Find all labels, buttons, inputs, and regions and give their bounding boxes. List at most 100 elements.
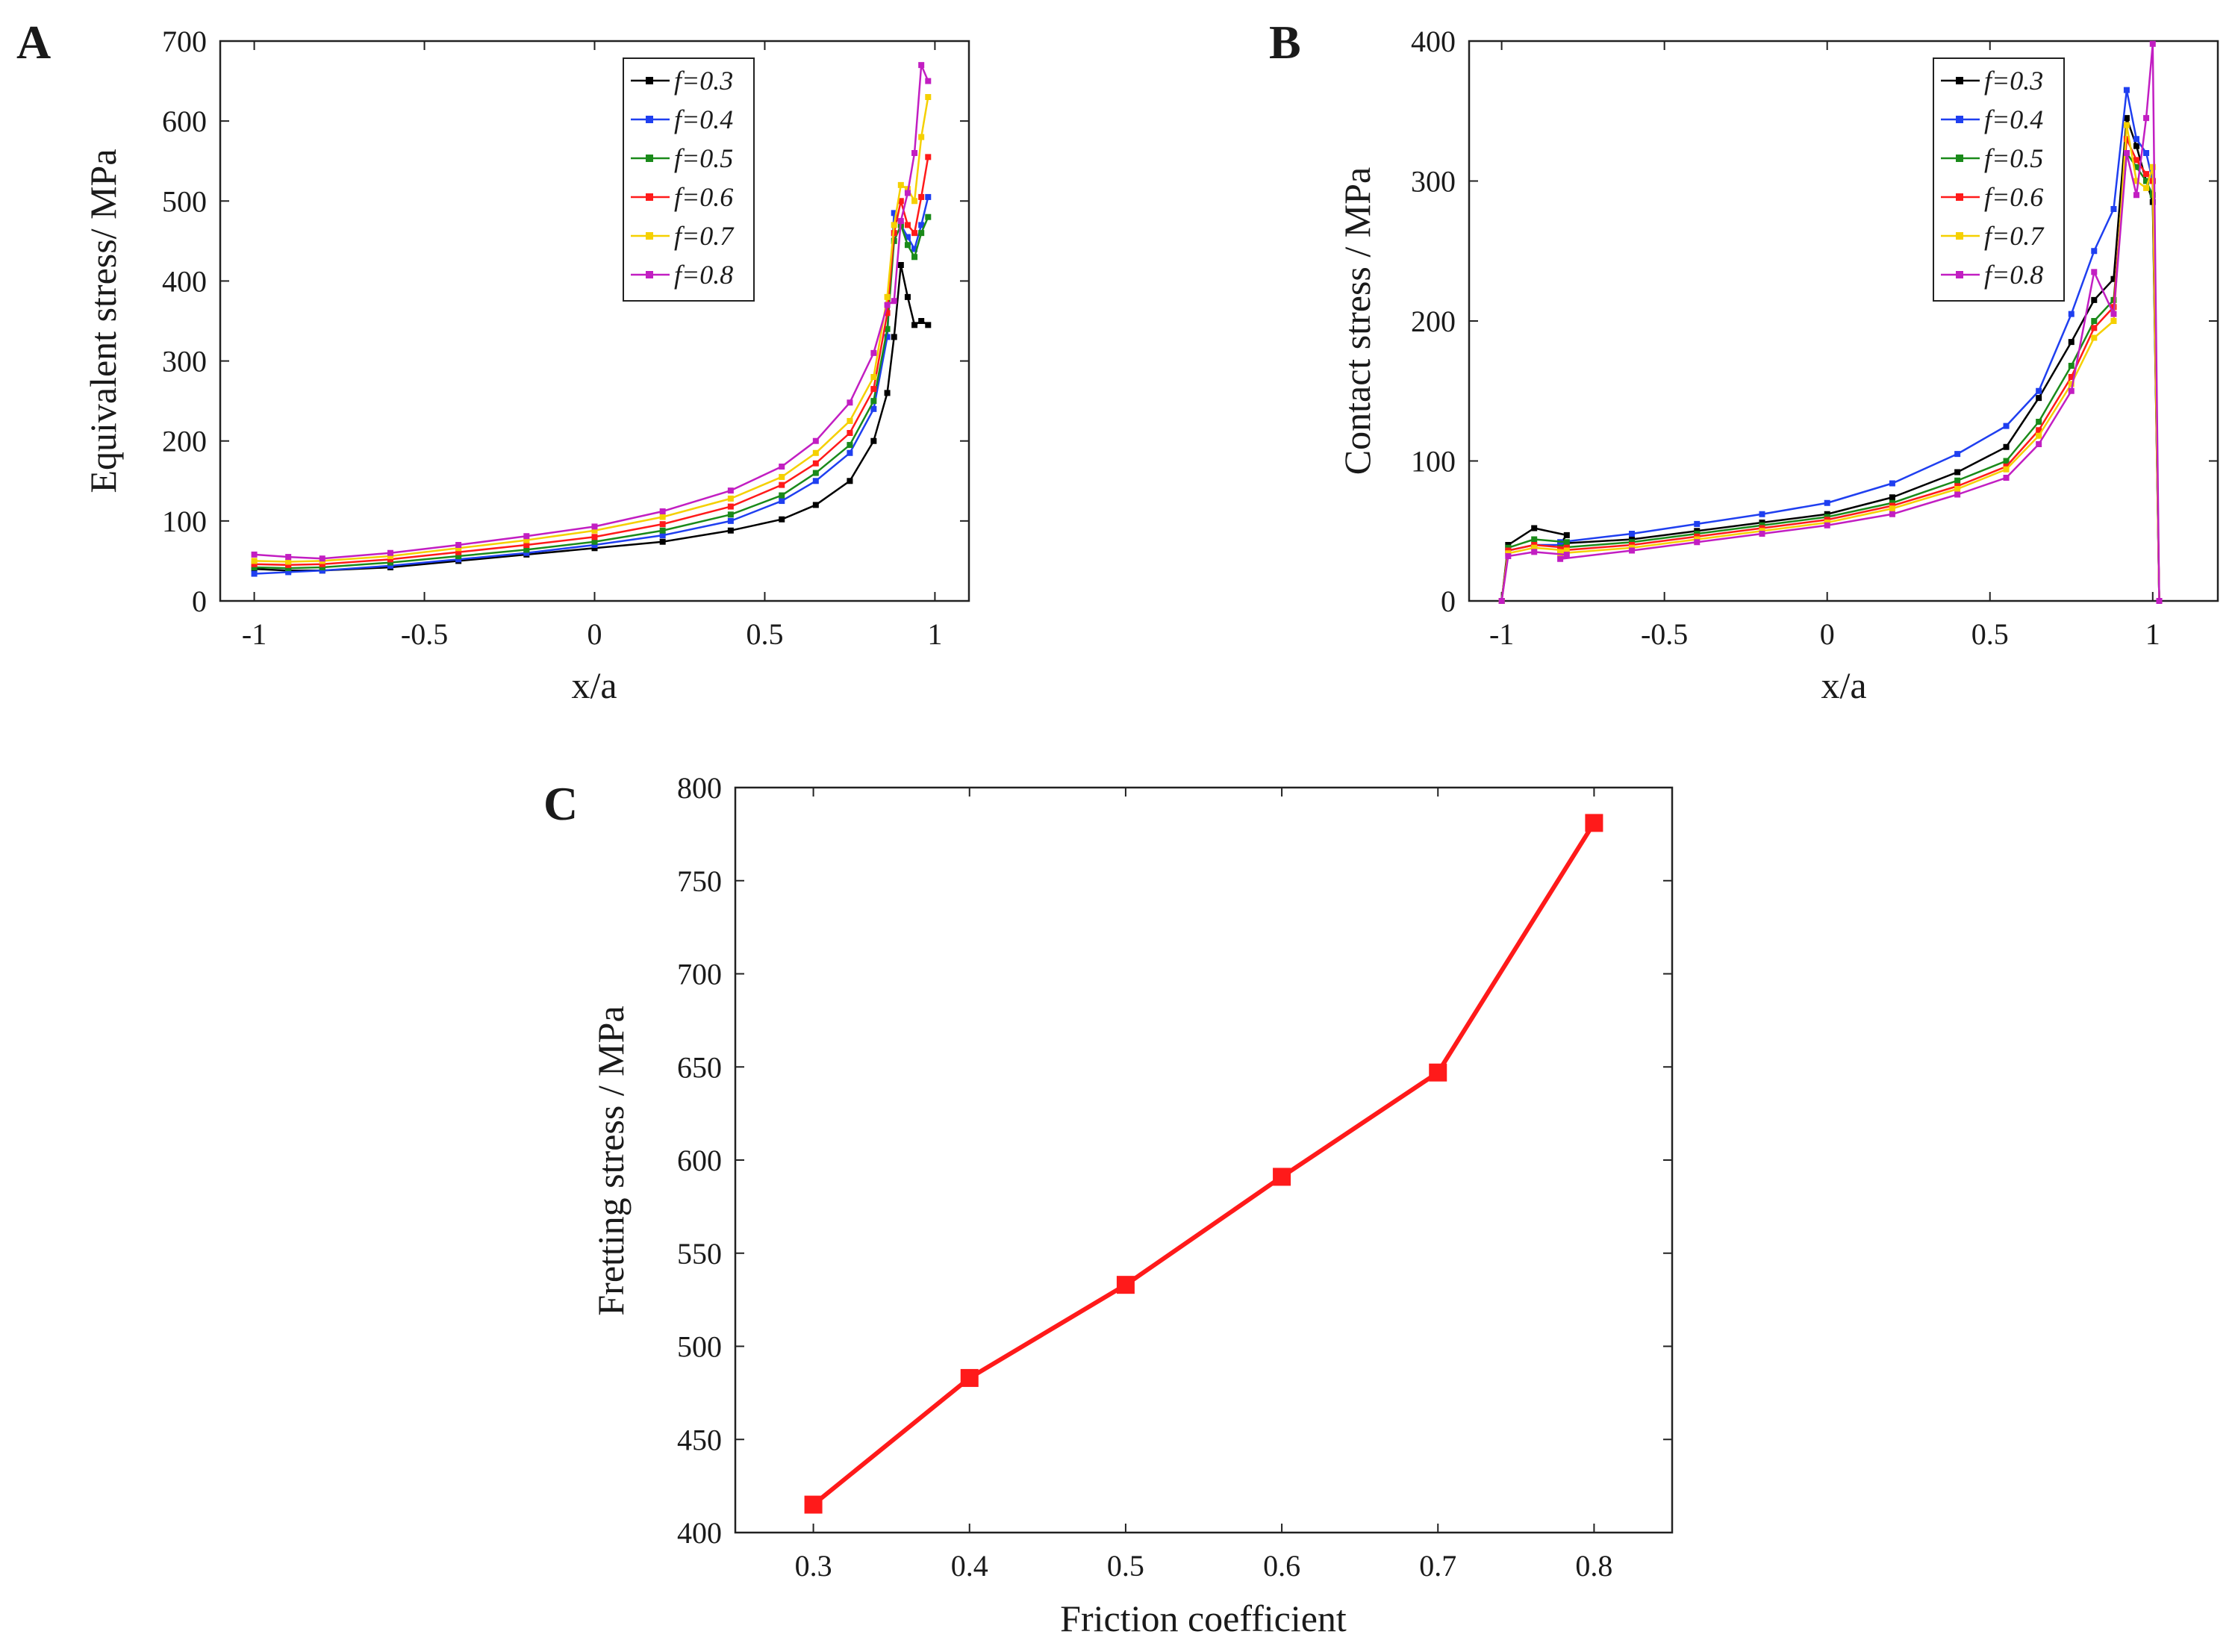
panel-b-x-tick-label: 1: [2145, 617, 2160, 651]
panel-a-series: [251, 62, 932, 577]
panel-b-data-point: [2143, 171, 2150, 178]
panel-b-data-point: [2123, 150, 2130, 156]
panel-a-legend-label: f=0.6: [674, 182, 733, 212]
panel-a-data-point: [523, 549, 530, 556]
panel-b-letter: B: [1269, 16, 1301, 69]
panel-b-data-point: [2036, 387, 2042, 394]
panel-a-series-line: [254, 157, 929, 567]
panel-a-data-point: [727, 487, 734, 494]
panel-a-data-point: [727, 511, 734, 518]
panel-a-data-point: [870, 374, 877, 380]
panel-a-y-tick-label: 600: [162, 105, 207, 138]
panel-b-data-point: [2068, 339, 2075, 346]
panel-b-data-point: [2123, 115, 2130, 122]
panel-a-y-tick-label: 700: [162, 25, 207, 58]
panel-a-data-point: [455, 556, 462, 563]
panel-b-data-point: [2143, 178, 2150, 184]
panel-a-legend-label: f=0.4: [674, 105, 733, 134]
panel-b-legend-label: f=0.5: [1984, 143, 2043, 173]
panel-c-y-ticks: 400 450 500 550 600 650 700 750 800: [677, 771, 1672, 1550]
panel-b-y-tick-label: 400: [1411, 25, 1456, 58]
panel-b-data-point: [2091, 334, 2098, 341]
panel-b-data-point: [2156, 598, 2163, 604]
panel-b-data-point: [1629, 547, 1636, 554]
panel-b-legend-label: f=0.4: [1984, 105, 2043, 134]
panel-a-data-point: [387, 553, 393, 559]
panel-b-legend-label: f=0.8: [1984, 260, 2043, 290]
panel-a-x-tick-label: 0: [587, 617, 602, 651]
panel-a-data-point: [387, 556, 393, 563]
panel-a-data-point: [455, 549, 462, 555]
panel-b-data-point: [2091, 318, 2098, 324]
panel-b-legend: f=0.3 f=0.4 f=0.5 f=0.6 f=0.7 f=0.8: [1933, 57, 2065, 302]
panel-a-data-point: [847, 478, 853, 484]
panel-b-y-axis-label: Contact stress / MPa: [1336, 167, 1378, 475]
panel-a-data-point: [891, 298, 897, 305]
panel-a-data-point: [884, 390, 891, 396]
panel-a-data-point: [925, 154, 932, 160]
panel-a-x-tick-label: 0.5: [746, 617, 783, 651]
panel-b-x-tick-label: 0.5: [1971, 617, 2009, 651]
panel-c-y-tick-label: 700: [677, 958, 722, 991]
panel-b-data-point: [2149, 163, 2156, 170]
panel-b-data-point: [2133, 163, 2139, 170]
panel-a-data-point: [812, 502, 819, 508]
panel-a-data-point: [904, 190, 911, 196]
panel-a-data-point: [727, 517, 734, 524]
panel-b-data-point: [2110, 206, 2117, 212]
panel-a-data-point: [911, 150, 918, 156]
panel-c-y-tick-label: 650: [677, 1050, 722, 1084]
panel-b-y-tick-label: 300: [1411, 165, 1456, 199]
panel-a-data-point: [911, 230, 918, 237]
panel-b-data-point: [1563, 539, 1570, 546]
panel-a-data-point: [925, 94, 932, 100]
panel-a-data-point: [285, 569, 292, 576]
panel-b-y-ticks: 0 100 200 300 400: [1411, 25, 2218, 618]
panel-c-x-tick-label: 0.8: [1575, 1549, 1612, 1583]
panel-a-y-tick-label: 300: [162, 345, 207, 378]
panel-b-data-point: [2143, 184, 2150, 191]
panel-b-data-point: [1889, 494, 1895, 501]
panel-b-data-point: [2110, 318, 2117, 324]
panel-c-x-tick-label: 0.7: [1419, 1549, 1456, 1583]
panel-b-data-point: [2143, 115, 2150, 122]
panel-b-data-point: [2003, 475, 2010, 481]
panel-a-data-point: [523, 542, 530, 548]
panel-c-plot-frame: [734, 786, 1674, 1534]
panel-b-data-point: [2068, 381, 2075, 387]
panel-b-data-point: [2003, 466, 2010, 473]
panel-a-data-point: [285, 554, 292, 561]
panel-b-x-ticks: -1 -0.5 0 0.5 1: [1489, 41, 2160, 651]
panel-c-data-point: [1585, 814, 1603, 832]
panel-c-x-tick-label: 0.3: [795, 1549, 832, 1583]
panel-b-data-point: [2091, 325, 2098, 331]
panel-c-x-axis-label: Friction coefficient: [1060, 1598, 1347, 1639]
panel-a-data-point: [285, 558, 292, 565]
panel-a-plot-frame: [219, 40, 970, 602]
panel-c-x-ticks: 0.3 0.4 0.5 0.6 0.7 0.8: [795, 788, 1612, 1583]
panel-a-data-point: [659, 532, 666, 539]
panel-b-data-point: [1505, 553, 1512, 559]
panel-c-data-point: [960, 1368, 979, 1387]
panel-a-data-point: [591, 534, 598, 540]
panel-b-x-tick-label: 0: [1820, 617, 1835, 651]
panel-a-y-tick-label: 500: [162, 184, 207, 218]
panel-a-data-point: [779, 492, 785, 499]
panel-a-data-point: [911, 246, 918, 252]
panel-b-y-tick-label: 100: [1411, 445, 1456, 479]
panel-b-data-point: [2133, 143, 2139, 149]
panel-b-contact-stress-chart: B 0 100 200 300 400 -1 -0.5 0 0.5 1 x/a Contact …: [1269, 16, 2219, 706]
panel-b-series: [1498, 40, 2163, 604]
panel-a-data-point: [812, 478, 819, 484]
panel-b-data-point: [2036, 441, 2042, 447]
panel-a-legend-label: f=0.7: [674, 221, 735, 251]
panel-a-data-point: [387, 549, 393, 556]
panel-b-data-point: [2149, 40, 2156, 47]
panel-a-data-point: [904, 234, 911, 240]
panel-b-data-point: [1531, 525, 1538, 532]
panel-a-data-point: [387, 562, 393, 569]
panel-a-data-point: [779, 473, 785, 480]
panel-a-legend: f=0.3 f=0.4 f=0.5 f=0.6 f=0.7 f=0.8: [623, 57, 755, 302]
panel-b-data-point: [2036, 395, 2042, 402]
panel-c-y-tick-label: 550: [677, 1237, 722, 1271]
